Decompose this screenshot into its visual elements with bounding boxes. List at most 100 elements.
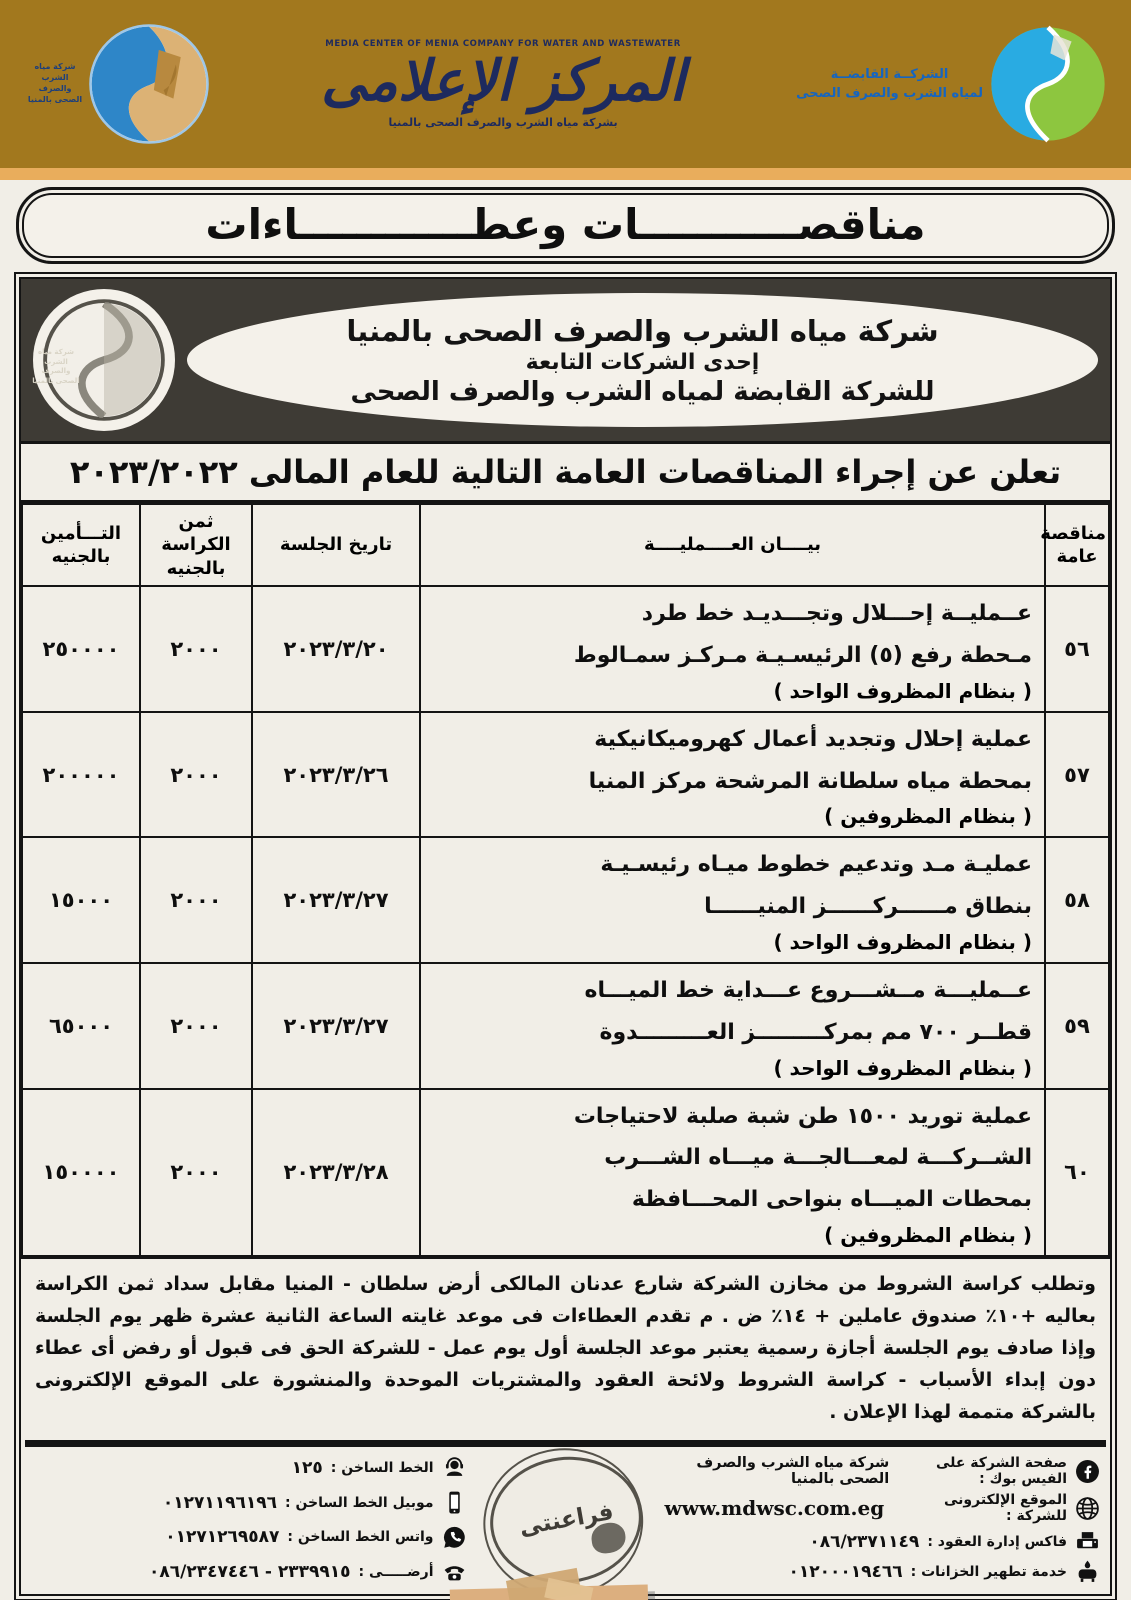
tender-number-cell: ٦٠: [1044, 1087, 1110, 1257]
landline-phone-icon: [444, 1566, 464, 1581]
mobile-hotline-contact: موبيل الخط الساخن : ٠١٢٧١١٩٦١٩٦: [31, 1490, 467, 1515]
table-row: ٥٦ عــمليــة إحـــلال وتجـــديـد خط طرد …: [21, 585, 1110, 713]
session-date-cell: ٢٠٢٣/٣/٢٧: [251, 961, 421, 1090]
landline-numbers: ٢٣٣٩٩١٥ - ٠٨٦/٢٣٤٧٤٤٦: [149, 1561, 351, 1582]
company-name-ellipse: شركة مياه الشرب والصرف الصحى بالمنيا إحد…: [187, 293, 1098, 427]
masthead: شركة مياه الشرب والصرف الصحى بالمنيا MED…: [0, 0, 1131, 168]
landline-label: أرضـــــى :: [358, 1563, 434, 1580]
facebook-page-name: شركة مياه الشرب والصرف الصحى بالمنيا: [696, 1455, 890, 1488]
booklet-price-cell: ٢٠٠٠: [139, 710, 253, 839]
deposit-cell: ٢٠٠٠٠٠: [21, 710, 141, 839]
media-center-caption-en: MEDIA CENTER OF MENIA COMPANY FOR WATER …: [325, 39, 681, 50]
company-emblem-icon: [43, 299, 165, 421]
company-name: شركة مياه الشرب والصرف الصحى بالمنيا: [346, 313, 939, 348]
tenders-table: مناقصة عامة بيــــان العــــمليــــة تار…: [21, 502, 1110, 1257]
mobile-hotline-label: موبيل الخط الساخن :: [284, 1494, 434, 1511]
tank-cleaning-contact: خدمة تطهير الخزانات : ٠١٢٠٠٠١٩٤٦٦: [665, 1559, 1101, 1584]
ad-frame: شركة مياه الشرب والصرف الصحى بالمنيا إحد…: [14, 272, 1117, 1600]
deposit-cell: ٦٥٠٠٠: [21, 961, 141, 1090]
tenders-banner: مناقصـــــــــــات وعطــــــــــــاءات: [16, 187, 1115, 264]
booklet-price-cell: ٢٠٠٠: [139, 836, 253, 964]
company-emblem-caption: شركة مياه الشرب والصرف الصحى بالمنيا: [32, 347, 80, 386]
website-contact: الموقع الإلكترونى للشركة : www.mdwsc.com…: [665, 1492, 1101, 1524]
media-center-title: المركز الإعلامى: [321, 48, 686, 115]
hotline-number: ١٢٥: [291, 1457, 323, 1478]
tank-cleaning-icon: [1078, 1561, 1097, 1583]
facebook-contact: صفحة الشركة على الفيس بوك : شركة مياه ال…: [665, 1455, 1101, 1487]
accent-bar: [0, 168, 1131, 180]
holding-company-logo: الشركــة القابضــة لمياه الشرب والصرف ال…: [796, 25, 1107, 143]
media-center-subtitle: بشركة مياه الشرب والصرف الصحى بالمنيا: [388, 115, 618, 129]
fax-icon: [1077, 1532, 1098, 1549]
whatsapp-hotline-contact: واتس الخط الساخن : ٠١٢٧١٢٦٩٥٨٧: [31, 1525, 467, 1550]
holding-logo-caption: الشركــة القابضــة لمياه الشرب والصرف ال…: [796, 66, 983, 102]
mobile-phone-icon: [448, 1491, 460, 1514]
table-row: ٦٠ عملية توريد ١٥٠٠ طن شبة صلبة لاحتياجا…: [21, 1087, 1110, 1257]
website-url: www.mdwsc.com.eg: [664, 1496, 885, 1521]
fax-label: فاكس إدارة العقود :: [927, 1533, 1067, 1550]
header-booklet-price: ثمن الكراسة بالجنيه: [139, 502, 253, 588]
session-date-cell: ٢٠٢٣/٣/٢٧: [251, 836, 421, 964]
envelope-system: ( بنظام المظروفين ): [824, 804, 1032, 829]
booklet-price-cell: ٢٠٠٠: [139, 961, 253, 1090]
operation-description: عملية توريد ١٥٠٠ طن شبة صلبة لاحتياجات ا…: [573, 1103, 1032, 1213]
facebook-icon: [1076, 1460, 1099, 1483]
header-deposit: التـــأمين بالجنيه: [21, 502, 141, 588]
operation-description: عــمليــة إحـــلال وتجـــديـد خط طرد مـح…: [573, 601, 1032, 668]
hotline-contact: الخط الساخن : ١٢٥: [31, 1455, 467, 1480]
conditions-text: وتطلب كراسة الشروط من مخازن الشركة شارع …: [21, 1256, 1110, 1441]
fax-number: ٠٨٦/٢٣٧١١٤٩: [809, 1531, 920, 1552]
globe-icon: [1076, 1497, 1099, 1520]
operation-description: عملية إحلال وتجديد أعمال كهروميكانيكية ب…: [588, 726, 1032, 794]
company-emblem: شركة مياه الشرب والصرف الصحى بالمنيا: [32, 289, 175, 431]
tank-cleaning-label: خدمة تطهير الخزانات :: [910, 1563, 1067, 1580]
minya-company-logo: شركة مياه الشرب والصرف الصحى بالمنيا: [24, 23, 210, 145]
envelope-system: ( بنظام المظروف الواحد ): [773, 678, 1032, 703]
minya-logo-caption: شركة مياه الشرب والصرف الصحى بالمنيا: [27, 62, 83, 104]
fax-contact: فاكس إدارة العقود : ٠٨٦/٢٣٧١١٤٩: [665, 1529, 1101, 1554]
table-row: ٥٨ عمليـة مـد وتدعيم خطوط ميـاه رئيسـيـة…: [21, 836, 1110, 964]
contacts-right-column: صفحة الشركة على الفيس بوك : شركة مياه ال…: [665, 1455, 1101, 1584]
deposit-cell: ١٥٠٠٠٠: [21, 1087, 141, 1257]
website-label: الموقع الإلكترونى للشركة :: [944, 1492, 1067, 1525]
envelope-system: ( بنظام المظروف الواحد ): [773, 929, 1032, 954]
header-session-date: تاريخ الجلسة: [251, 502, 421, 588]
landline-contact: أرضـــــى : ٢٣٣٩٩١٥ - ٠٨٦/٢٣٤٧٤٤٦: [31, 1559, 467, 1584]
table-header-row: مناقصة عامة بيــــان العــــمليــــة تار…: [21, 502, 1110, 588]
tank-cleaning-number: ٠١٢٠٠٠١٩٤٦٦: [788, 1561, 903, 1582]
envelope-system: ( بنظام المظروفين ): [824, 1222, 1032, 1247]
announcement-line: تعلن عن إجراء المناقصات العامة التالية ل…: [21, 441, 1110, 503]
hotline-label: الخط الساخن :: [330, 1459, 434, 1476]
company-subline-1: إحدى الشركات التابعة: [525, 349, 760, 375]
session-date-cell: ٢٠٢٣/٣/٢٠: [251, 585, 421, 713]
envelope-system: ( بنظام المظروف الواحد ): [773, 1055, 1032, 1080]
session-date-cell: ٢٠٢٣/٣/٢٨: [251, 1087, 421, 1257]
tender-number-cell: ٥٦: [1044, 585, 1110, 713]
header-operation-description: بيــــان العــــمليــــة: [419, 502, 1046, 588]
pharaohs-stamp-text: فراعنتى: [516, 1498, 615, 1542]
company-subline-2: للشركة القابضة لمياه الشرب والصرف الصحى: [350, 376, 935, 407]
deposit-cell: ١٥٠٠٠: [21, 836, 141, 964]
section-divider: [25, 1440, 1106, 1448]
deposit-cell: ٢٥٠٠٠٠: [21, 585, 141, 713]
tender-number-cell: ٥٩: [1044, 961, 1110, 1090]
holding-company-globe-icon: [991, 25, 1105, 143]
table-row: ٥٧ عملية إحلال وتجديد أعمال كهروميكانيكي…: [21, 710, 1110, 839]
ad-body: مناقصـــــــــــات وعطــــــــــــاءات ش…: [0, 180, 1131, 1600]
table-row: ٥٩ عــمليـــة مــشـــروع عـــداية خط الم…: [21, 961, 1110, 1090]
contacts-section: صفحة الشركة على الفيس بوك : شركة مياه ال…: [21, 1447, 1110, 1594]
whatsapp-hotline-label: واتس الخط الساخن :: [287, 1529, 434, 1546]
contacts-left-column: الخط الساخن : ١٢٥ موبيل الخط الساخن : ٠١…: [31, 1455, 467, 1584]
tender-number-cell: ٥٨: [1044, 836, 1110, 964]
session-date-cell: ٢٠٢٣/٣/٢٦: [251, 710, 421, 839]
booklet-price-cell: ٢٠٠٠: [139, 585, 253, 713]
tender-number-cell: ٥٧: [1044, 710, 1110, 839]
booklet-price-cell: ٢٠٠٠: [139, 1087, 253, 1257]
operation-description: عمليـة مـد وتدعيم خطوط ميـاه رئيسـيـة بن…: [600, 852, 1032, 920]
header-tender-number: مناقصة عامة: [1040, 502, 1110, 588]
company-header: شركة مياه الشرب والصرف الصحى بالمنيا إحد…: [21, 279, 1110, 441]
mobile-hotline-number: ٠١٢٧١١٩٦١٩٦: [162, 1492, 277, 1513]
operation-description: عــمليـــة مــشـــروع عـــداية خط الميــ…: [584, 977, 1033, 1045]
facebook-label: صفحة الشركة على الفيس بوك :: [935, 1455, 1067, 1488]
